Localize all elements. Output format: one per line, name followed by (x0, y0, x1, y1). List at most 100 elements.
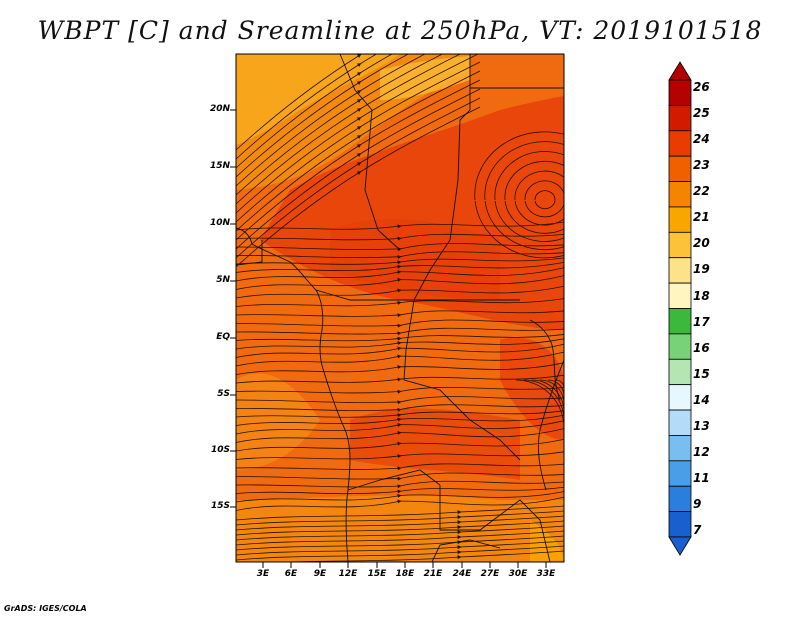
lon-label-15e: 15E (367, 569, 387, 579)
colorbar-swatch (668, 333, 692, 360)
border-bottom (431, 539, 501, 562)
lat-label-20n: 20N (209, 104, 230, 114)
streamline (236, 79, 481, 241)
chart-title: WBPT [C] and Sreamline at 250hPa, VT: 20… (37, 16, 763, 45)
lat-label-5s: 5S (217, 389, 230, 399)
streamline (236, 510, 564, 526)
streamline (236, 343, 564, 358)
country-borders (236, 54, 564, 562)
streamline (236, 97, 481, 259)
lat-label-15n: 15N (209, 161, 230, 171)
lon-label-6e: 6E (284, 569, 298, 579)
lon-label-24e: 24E (452, 569, 472, 579)
streamline (236, 420, 564, 435)
streamline (236, 54, 378, 160)
colorbar-label-12: 12 (693, 445, 710, 459)
streamline (494, 151, 564, 242)
colorbar-swatch (668, 181, 692, 208)
streamline (236, 221, 564, 231)
streamline (236, 54, 393, 169)
streamline (236, 386, 564, 394)
streamline (236, 327, 564, 336)
colorbar-swatch (668, 231, 692, 259)
border-se (403, 379, 521, 461)
colorbar-label-22: 22 (693, 184, 710, 198)
lat-label-eq: EQ (216, 332, 230, 342)
streamline (236, 515, 564, 531)
colorbar-swatch (668, 460, 692, 487)
colorbar-label-7: 7 (693, 523, 702, 537)
colorbar-swatch (668, 308, 692, 335)
streamline (236, 262, 564, 273)
streamline (236, 70, 481, 232)
streamline (236, 480, 564, 489)
streamline (236, 334, 564, 342)
streamline (236, 530, 564, 546)
colorbar-lower-triangle (668, 536, 692, 556)
streamline (236, 319, 564, 328)
border-north (339, 54, 401, 251)
lon-label-33e: 33E (536, 569, 556, 579)
lat-ticks (230, 109, 236, 508)
streamline (236, 520, 564, 536)
streamline (236, 54, 363, 151)
streamline (524, 180, 564, 218)
colorbar-label-18: 18 (693, 289, 710, 303)
streamline (236, 486, 564, 495)
streamline (236, 54, 479, 214)
streamline (236, 61, 481, 223)
colorbar-upper-triangle (668, 61, 692, 81)
colorbar-swatch (668, 130, 692, 157)
colorbar-swatch (668, 155, 692, 182)
colorbar-label-15: 15 (693, 367, 710, 381)
footer-credit: GrADS: IGES/COLA (4, 604, 87, 613)
lon-label-12e: 12E (338, 569, 358, 579)
streamline (236, 275, 564, 290)
colorbar-label-24: 24 (693, 132, 710, 146)
lat-label-10s: 10S (210, 445, 230, 455)
streamline (514, 170, 564, 226)
border-south (439, 485, 551, 562)
colorbar-swatch (668, 435, 692, 462)
lon-label-27e: 27E (480, 569, 500, 579)
lon-label-9e: 9E (313, 569, 327, 579)
colorbar-label-14: 14 (693, 393, 710, 407)
streamline (236, 54, 461, 205)
colorbar-label-21: 21 (693, 210, 710, 224)
streamline (236, 106, 481, 268)
colorbar-label-20: 20 (693, 236, 710, 250)
streamline (484, 141, 564, 251)
lon-label-18e: 18E (395, 569, 415, 579)
lon-ticks (262, 562, 547, 568)
map-frame (235, 53, 565, 563)
streamline (236, 338, 564, 350)
streamline (236, 472, 564, 481)
streamline (236, 404, 564, 412)
streamline (236, 374, 564, 384)
field-north-yellow (380, 56, 470, 100)
streamline (236, 362, 564, 375)
streamline (236, 243, 564, 252)
streamline (236, 540, 564, 556)
colorbar-swatch (668, 206, 692, 233)
streamline (236, 285, 564, 299)
colorbar (668, 61, 692, 556)
colorbar-label-9: 9 (693, 497, 702, 511)
border-east-north (403, 54, 471, 381)
east-coastline (537, 359, 564, 491)
streamline (236, 257, 564, 265)
streamline (236, 505, 564, 521)
lat-label-15s: 15S (210, 501, 230, 511)
colorbar-swatch (668, 358, 692, 386)
streamline (474, 131, 564, 259)
lat-label-10n: 10N (209, 218, 230, 228)
streamline (515, 379, 564, 429)
streamline (534, 190, 556, 210)
streamline (236, 396, 564, 405)
colorbar-swatch (668, 282, 692, 309)
field-north-light (236, 54, 400, 145)
streamline (236, 491, 564, 503)
streamline (236, 463, 564, 471)
streamline (236, 545, 564, 561)
